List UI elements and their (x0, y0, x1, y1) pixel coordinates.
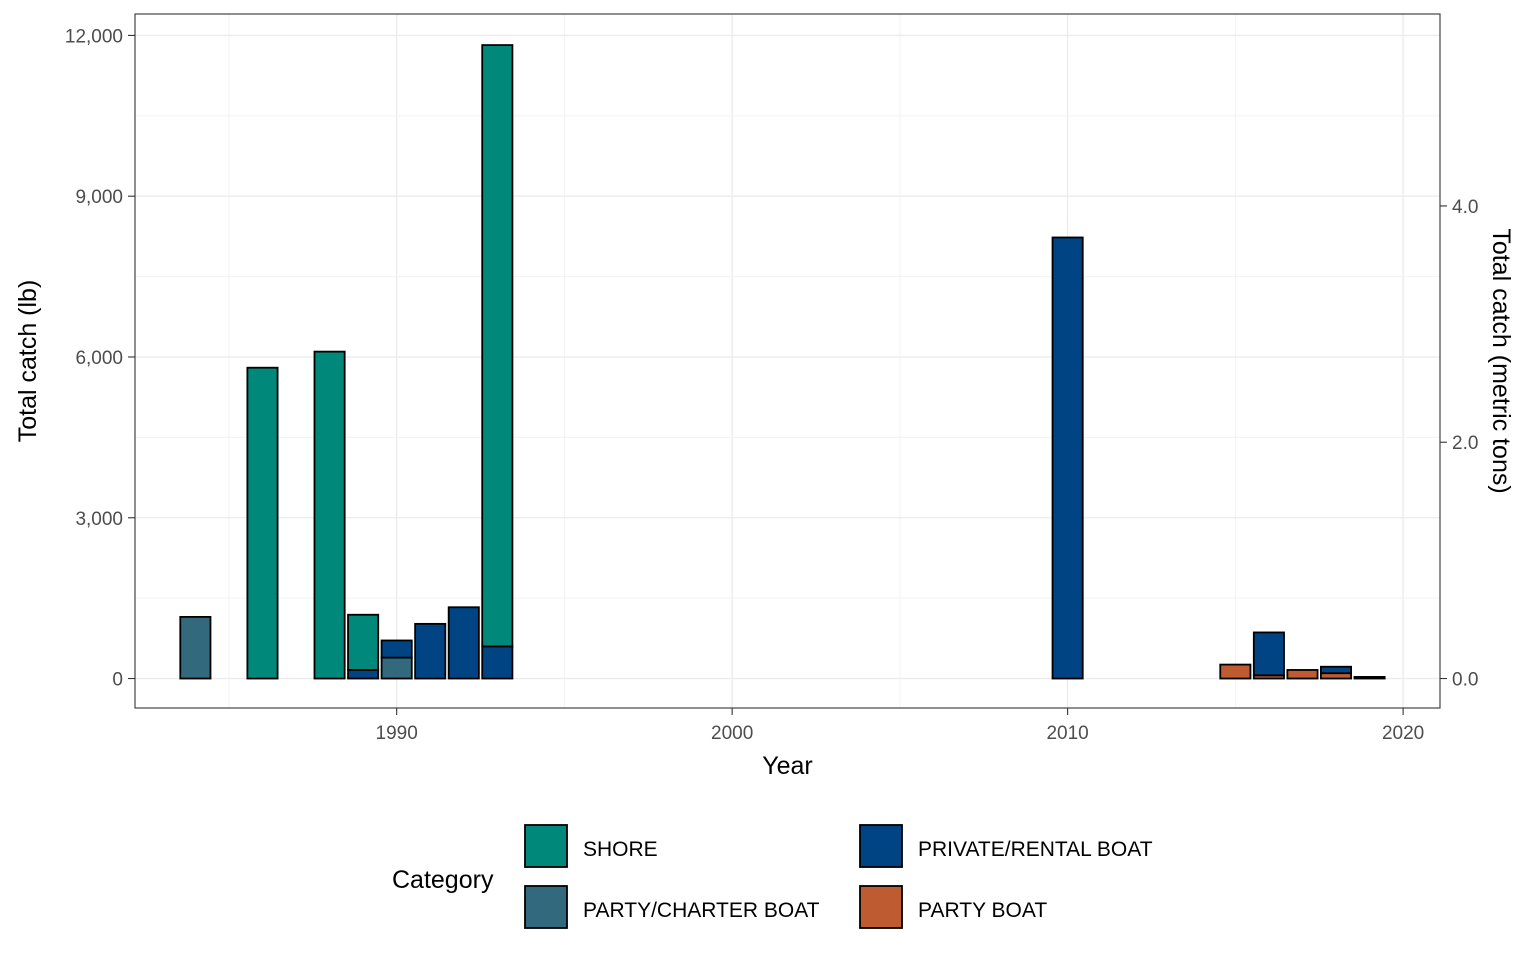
bar-private-2016 (1252, 631, 1285, 677)
y-tick-label: 9,000 (75, 187, 123, 208)
bar-private-1993 (481, 645, 514, 680)
x-tick-label: 2020 (1382, 723, 1424, 744)
legend-label-shore: SHORE (583, 838, 658, 861)
legend-label-charter: PARTY/CHARTER BOAT (583, 899, 820, 922)
y-axis-title: Total catch (lb) (14, 280, 42, 443)
bar-charter-1990 (380, 656, 413, 680)
bar-charter-1984 (179, 615, 212, 680)
bar-private-2010 (1051, 236, 1084, 680)
legend: Category SHORE PRIVATE/RENTAL BOAT PARTY/C… (392, 824, 1153, 929)
legend-swatch-private (859, 824, 903, 868)
bar-private-1990 (380, 639, 413, 659)
axes: 0 3,000 6,000 9,000 12,000 0.0 2.0 4.0 1990 2000 2… (65, 26, 1479, 744)
bar-private-1989 (347, 669, 380, 680)
x-tick-label: 2000 (711, 723, 753, 744)
bar-private-2019 (1353, 676, 1386, 680)
x-tick-label: 1990 (376, 723, 418, 744)
legend-items: SHORE PRIVATE/RENTAL BOAT PARTY/CHARTER BO… (524, 824, 1153, 929)
bar-shore-1986 (246, 366, 279, 680)
y-tick-label: 6,000 (75, 348, 123, 369)
bar-private-2018 (1320, 665, 1352, 675)
bar-party-2015 (1219, 663, 1252, 680)
y-tick-label: 3,000 (75, 509, 123, 530)
y2-axis-title: Total catch (metric tons) (1487, 228, 1515, 493)
bars (179, 44, 1386, 680)
x-axis-title: Year (762, 752, 813, 780)
bar-shore-1993 (481, 44, 514, 648)
bar-shore-1989 (347, 613, 380, 671)
y-tick-label: 0 (112, 670, 123, 691)
plot-panel-border (134, 13, 1441, 709)
x-tick-label: 2010 (1046, 723, 1088, 744)
legend-swatch-party (859, 885, 903, 929)
bar-private-1992 (447, 606, 480, 680)
y2-tick-label: 2.0 (1452, 433, 1478, 454)
bar-private-1991 (414, 622, 447, 680)
legend-swatch-charter (524, 885, 568, 929)
legend-label-party: PARTY BOAT (918, 899, 1047, 922)
y2-tick-label: 0.0 (1452, 670, 1478, 691)
y-tick-label: 12,000 (65, 26, 123, 47)
legend-swatch-shore (524, 824, 568, 868)
legend-label-private: PRIVATE/RENTAL BOAT (918, 838, 1153, 861)
bar-shore-1988 (313, 350, 346, 680)
bar-party-2017 (1286, 669, 1319, 680)
legend-title: Category (392, 866, 494, 894)
y2-tick-label: 4.0 (1452, 197, 1478, 218)
